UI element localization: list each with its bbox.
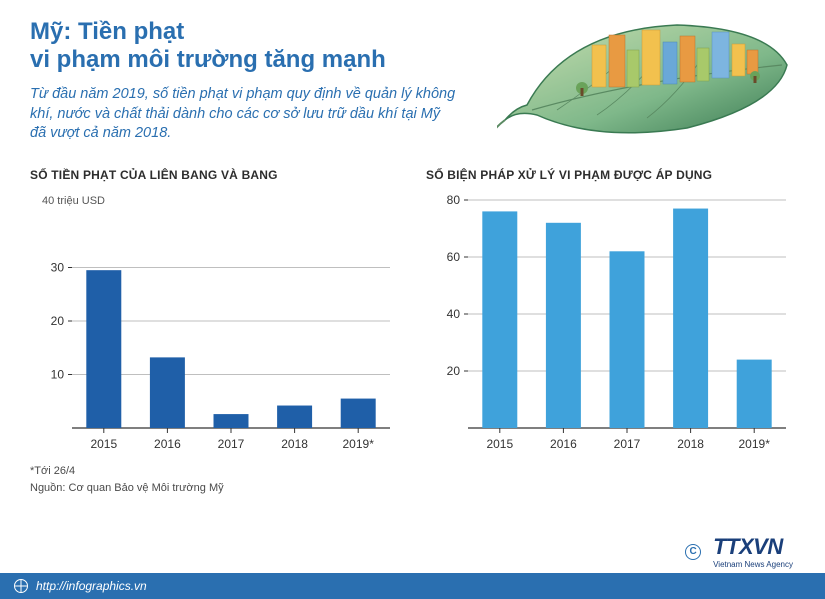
header: Mỹ: Tiền phạt vi phạm môi trường tăng mạ… <box>0 0 825 154</box>
logo: TTXVN Vietnam News Agency <box>713 534 793 569</box>
svg-text:2018: 2018 <box>677 437 704 451</box>
footer-bar: http://infographics.vn <box>0 573 825 599</box>
logo-sub: Vietnam News Agency <box>713 560 793 569</box>
svg-text:2016: 2016 <box>550 437 577 451</box>
logo-main: TTXVN <box>713 534 793 560</box>
left-chart-svg: 40 triệu USD 10 20 30 2015 2016 2017 2018 2019* <box>30 192 400 462</box>
leaf-city-illustration <box>497 10 797 150</box>
svg-text:40: 40 <box>447 307 461 321</box>
right-chart: SỐ BIỆN PHÁP XỬ LÝ VI PHẠM ĐƯỢC ÁP DỤNG … <box>426 168 796 462</box>
svg-text:2015: 2015 <box>90 437 117 451</box>
svg-text:40 triệu USD: 40 triệu USD <box>42 195 105 207</box>
svg-text:2018: 2018 <box>281 437 308 451</box>
svg-text:20: 20 <box>51 314 65 328</box>
footer-left: http://infographics.vn <box>14 579 147 593</box>
logo-area: C TTXVN Vietnam News Agency <box>685 534 793 569</box>
right-chart-svg: 20 40 60 80 2015 2016 2017 2018 2019* <box>426 192 796 462</box>
charts-row: SỐ TIỀN PHẠT CỦA LIÊN BANG VÀ BANG 40 tr… <box>0 154 825 462</box>
svg-text:2017: 2017 <box>614 437 641 451</box>
svg-text:60: 60 <box>447 250 461 264</box>
svg-text:2019*: 2019* <box>343 437 375 451</box>
svg-text:2019*: 2019* <box>739 437 771 451</box>
svg-text:2017: 2017 <box>218 437 245 451</box>
svg-text:30: 30 <box>51 260 65 274</box>
svg-text:80: 80 <box>447 193 461 207</box>
footnote-2: Nguồn: Cơ quan Bảo vệ Môi trường Mỹ <box>0 479 825 496</box>
globe-icon <box>14 579 28 593</box>
copyright-icon: C <box>685 544 701 560</box>
left-chart-title: SỐ TIỀN PHẠT CỦA LIÊN BANG VÀ BANG <box>30 168 400 182</box>
svg-text:10: 10 <box>51 367 65 381</box>
svg-text:2015: 2015 <box>486 437 513 451</box>
subtitle: Từ đầu năm 2019, số tiền phạt vi phạm qu… <box>30 85 460 144</box>
right-chart-title: SỐ BIỆN PHÁP XỬ LÝ VI PHẠM ĐƯỢC ÁP DỤNG <box>426 168 796 182</box>
svg-text:20: 20 <box>447 364 461 378</box>
footer-url: http://infographics.vn <box>36 579 147 593</box>
svg-text:2016: 2016 <box>154 437 181 451</box>
footnote-1: *Tới 26/4 <box>0 462 825 479</box>
left-chart: SỐ TIỀN PHẠT CỦA LIÊN BANG VÀ BANG 40 tr… <box>30 168 400 462</box>
